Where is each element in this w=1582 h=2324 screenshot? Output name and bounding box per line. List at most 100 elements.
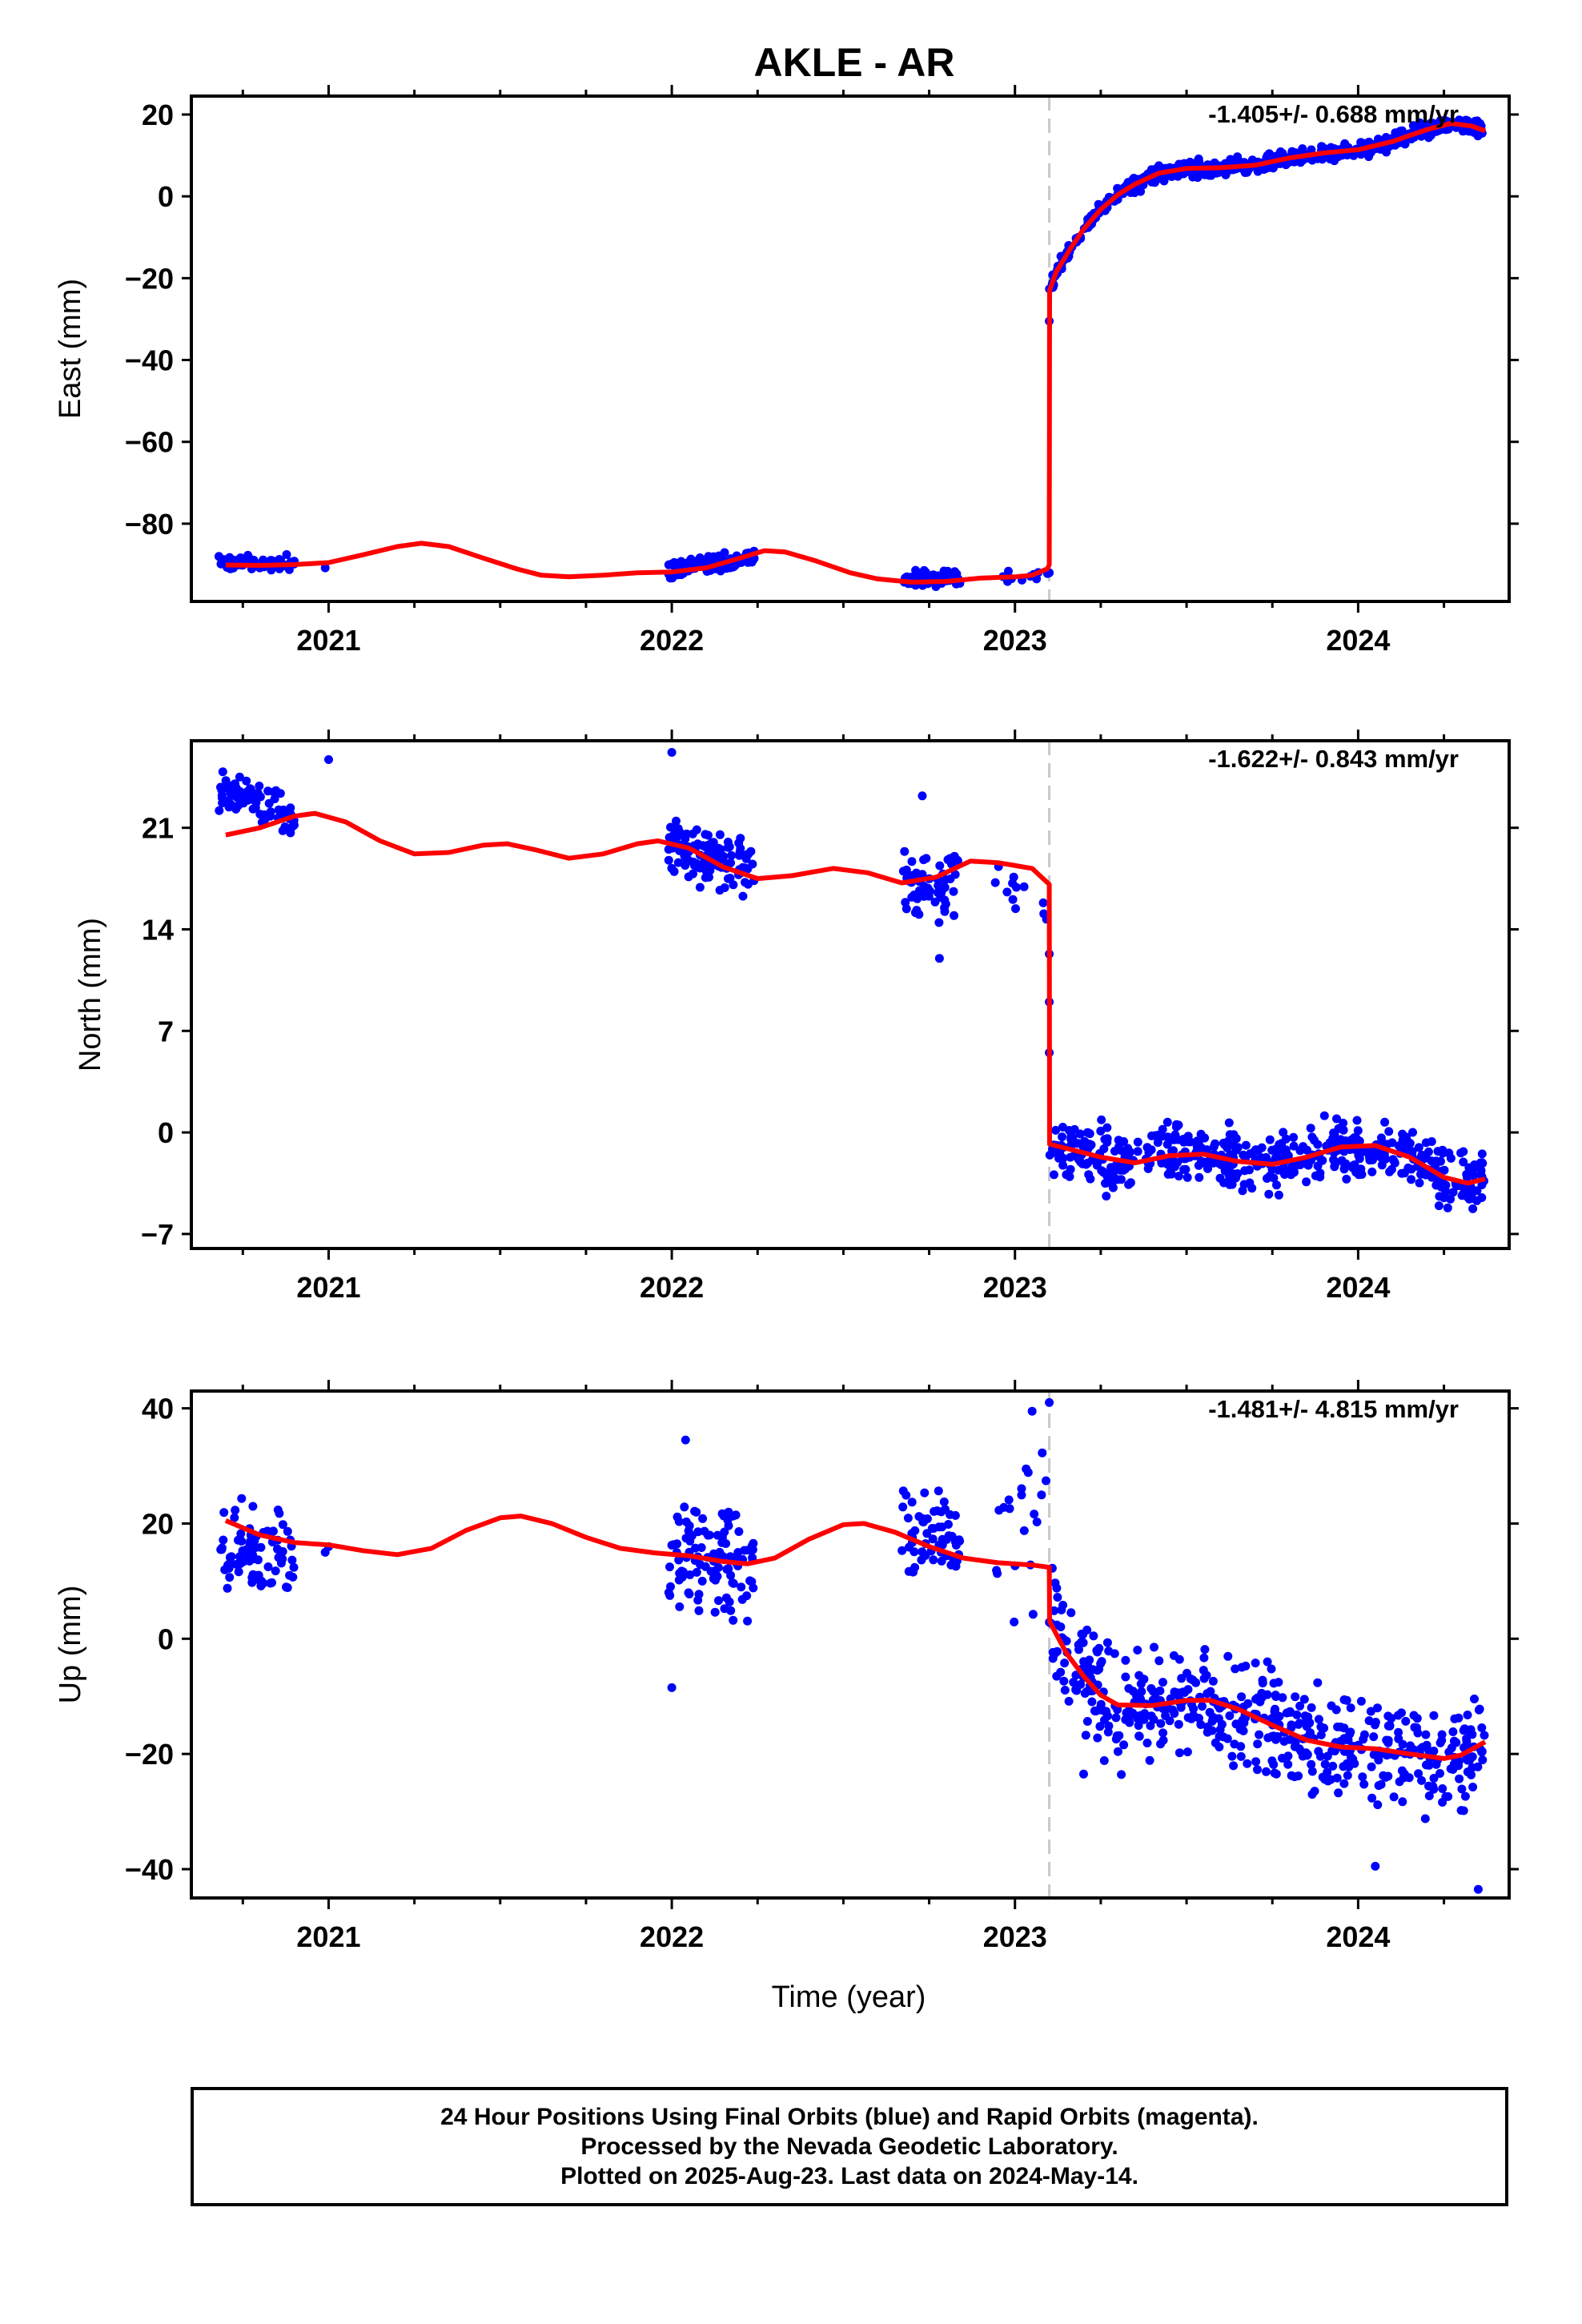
data-point: [1448, 1727, 1458, 1736]
data-point: [1287, 1771, 1296, 1780]
data-point: [1093, 1647, 1102, 1657]
data-point: [725, 842, 734, 851]
data-point: [1350, 1759, 1359, 1768]
data-point: [1053, 1593, 1062, 1602]
data-point: [1313, 1678, 1323, 1687]
data-point: [1146, 1684, 1156, 1693]
data-point: [914, 1512, 924, 1522]
x-tick-label: 2023: [983, 1271, 1047, 1304]
data-point: [215, 806, 224, 815]
data-point: [1316, 1722, 1326, 1731]
data-point: [667, 748, 677, 757]
data-point: [715, 886, 725, 895]
data-point: [1269, 1679, 1279, 1688]
data-point: [1030, 1510, 1039, 1519]
data-point: [1225, 1711, 1235, 1720]
y-tick-label: −80: [125, 508, 174, 541]
data-point: [1331, 1138, 1340, 1148]
data-point: [1369, 1732, 1379, 1742]
data-point: [1064, 1696, 1074, 1706]
data-point: [1150, 1642, 1158, 1652]
data-point: [1194, 1160, 1203, 1170]
data-point: [1317, 142, 1327, 151]
data-point: [1441, 1187, 1451, 1196]
data-point: [721, 564, 731, 573]
data-point: [1435, 1769, 1444, 1778]
data-point: [1264, 1189, 1274, 1199]
data-point: [729, 1615, 738, 1625]
data-point: [1032, 1518, 1042, 1526]
data-point: [1121, 1164, 1130, 1174]
y-axis-label: North (mm): [74, 918, 107, 1072]
data-point: [734, 1527, 744, 1536]
data-point: [1058, 1132, 1067, 1142]
data-point: [724, 1507, 733, 1517]
data-point: [665, 1590, 675, 1600]
y-tick-label: 20: [142, 1507, 174, 1540]
data-point: [1464, 1163, 1474, 1172]
data-point: [950, 1537, 960, 1546]
data-point: [1099, 1756, 1109, 1765]
data-point: [266, 807, 275, 817]
data-point: [1399, 1168, 1409, 1178]
data-point: [692, 825, 701, 834]
data-point: [1206, 1687, 1215, 1696]
model-curve: [225, 810, 1486, 1186]
data-point: [919, 565, 929, 575]
data-point: [1147, 1131, 1156, 1140]
data-point: [1121, 1655, 1130, 1665]
data-point: [1229, 1761, 1239, 1771]
data-point: [1102, 1638, 1112, 1647]
data-point: [946, 854, 955, 863]
data-point: [717, 1533, 727, 1542]
data-point: [1082, 1717, 1092, 1726]
data-point: [1195, 1172, 1204, 1182]
data-point: [1391, 128, 1400, 138]
data-point: [1356, 150, 1366, 159]
x-tick-label: 2021: [296, 1271, 360, 1304]
data-point: [1387, 1164, 1396, 1174]
data-point: [1456, 1148, 1466, 1158]
data-point: [692, 1507, 701, 1517]
data-point: [1343, 1771, 1352, 1780]
y-tick-label: −60: [125, 426, 174, 459]
data-point: [898, 1502, 908, 1512]
data-point: [1394, 1734, 1403, 1743]
footer-line-1: 24 Hour Positions Using Final Orbits (bl…: [440, 2104, 1259, 2130]
data-point: [223, 1583, 232, 1593]
data-point: [1102, 1192, 1111, 1201]
data-point: [944, 1531, 954, 1541]
data-point: [903, 1514, 913, 1523]
data-point: [727, 850, 737, 860]
data-point: [934, 918, 944, 927]
data-point: [1133, 1646, 1142, 1655]
data-point: [1079, 1769, 1088, 1779]
data-point: [684, 1588, 693, 1598]
data-point: [990, 878, 1000, 887]
data-point: [724, 1521, 733, 1530]
data-point: [1174, 1719, 1183, 1729]
data-point: [1042, 1476, 1050, 1486]
data-point: [1446, 1764, 1456, 1774]
data-point: [1291, 1692, 1300, 1702]
data-point: [1230, 1739, 1239, 1749]
data-point: [933, 1506, 942, 1515]
data-point: [248, 1550, 258, 1560]
data-point: [1477, 1193, 1487, 1202]
data-point: [685, 1570, 695, 1579]
data-point: [901, 1490, 911, 1500]
data-point: [1302, 1160, 1311, 1169]
data-point: [1038, 1448, 1047, 1458]
data-point: [1085, 1655, 1094, 1665]
data-point: [725, 874, 735, 883]
data-point: [1470, 1695, 1479, 1703]
data-point: [726, 1606, 736, 1615]
data-point: [1183, 1685, 1193, 1695]
panel-north: 21 14 7 0 −7 2021 2022 2023 2024 North (mm) -1.622…: [74, 730, 1519, 1304]
data-point: [1263, 1733, 1273, 1743]
data-point: [910, 1526, 920, 1535]
data-point: [251, 1570, 261, 1580]
data-point: [1239, 1150, 1248, 1160]
data-point: [1454, 1756, 1464, 1766]
data-point: [1169, 1651, 1178, 1660]
